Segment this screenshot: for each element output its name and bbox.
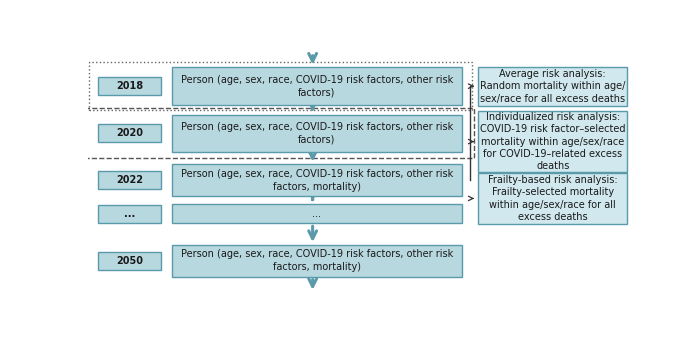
Bar xyxy=(478,173,627,224)
Text: 2022: 2022 xyxy=(116,175,143,185)
Bar xyxy=(84,108,474,158)
Text: 2020: 2020 xyxy=(116,128,143,138)
Text: Person (age, sex, race, COVID-19 risk factors, other risk
factors, mortality): Person (age, sex, race, COVID-19 risk fa… xyxy=(181,169,453,192)
Text: Average risk analysis:
Random mortality within age/
sex/race for all excess deat: Average risk analysis: Random mortality … xyxy=(480,69,625,104)
Text: Individualized risk analysis:
COVID-19 risk factor–selected
mortality within age: Individualized risk analysis: COVID-19 r… xyxy=(480,112,625,171)
Bar xyxy=(98,205,161,223)
Bar xyxy=(172,67,462,105)
Text: Person (age, sex, race, COVID-19 risk factors, other risk
factors): Person (age, sex, race, COVID-19 risk fa… xyxy=(181,122,453,145)
Text: 2018: 2018 xyxy=(116,81,143,91)
Bar xyxy=(172,245,462,277)
Text: 2050: 2050 xyxy=(116,256,143,266)
Text: ...: ... xyxy=(124,209,135,219)
Bar xyxy=(172,165,462,196)
Text: Person (age, sex, race, COVID-19 risk factors, other risk
factors): Person (age, sex, race, COVID-19 risk fa… xyxy=(181,75,453,98)
Bar xyxy=(89,63,472,110)
Bar xyxy=(98,252,161,270)
Bar xyxy=(172,204,462,223)
Bar xyxy=(478,67,627,105)
Bar xyxy=(98,77,161,95)
Bar xyxy=(98,171,161,189)
Text: ...: ... xyxy=(312,209,321,219)
Bar xyxy=(172,114,462,152)
Text: Person (age, sex, race, COVID-19 risk factors, other risk
factors, mortality): Person (age, sex, race, COVID-19 risk fa… xyxy=(181,249,453,272)
Text: Frailty-based risk analysis:
Frailty-selected mortality
within age/sex/race for : Frailty-based risk analysis: Frailty-sel… xyxy=(488,175,617,222)
Bar xyxy=(478,111,627,172)
Bar xyxy=(98,124,161,142)
